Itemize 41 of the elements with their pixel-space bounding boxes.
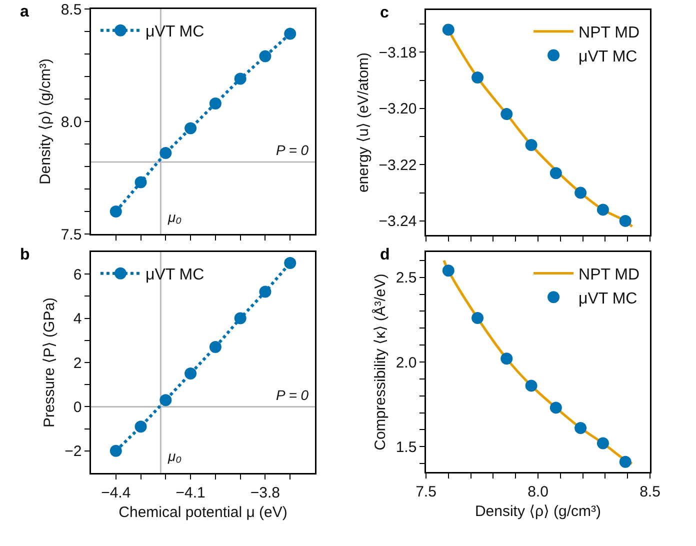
y-tick-label: −3.20 bbox=[378, 100, 417, 118]
chart-title: a bbox=[20, 4, 29, 21]
y-tick-label: 0 bbox=[73, 398, 82, 416]
x-axis-title: Chemical potential μ (eV) bbox=[118, 504, 288, 522]
x-tick-label: −4.4 bbox=[101, 484, 131, 502]
x-tick-label: −3.8 bbox=[250, 484, 280, 502]
y-axis-title: energy ⟨u⟩ (eV/atom) bbox=[355, 52, 372, 193]
y-tick-label: 8.0 bbox=[60, 114, 82, 131]
ref-line-label: μ₀ bbox=[167, 209, 182, 225]
y-tick-label: 2.0 bbox=[396, 354, 417, 372]
x-tick-label: −4.1 bbox=[176, 484, 206, 502]
legend-label: NPT MD bbox=[578, 24, 640, 42]
chart-title: b bbox=[20, 246, 30, 264]
y-axis-title: Pressure ⟨P⟩ (GPa) bbox=[40, 297, 58, 428]
legend-label: μVT MC bbox=[578, 48, 638, 66]
y-tick-label: −2 bbox=[64, 443, 82, 460]
annotation: P = 0 bbox=[276, 142, 309, 158]
y-tick-label: −3.24 bbox=[378, 213, 417, 230]
annotation: P = 0 bbox=[276, 387, 309, 403]
ref-line-label: μ₀ bbox=[167, 448, 182, 464]
chart-title: c bbox=[380, 4, 389, 22]
legend-label: NPT MD bbox=[578, 266, 640, 284]
y-tick-label: 8.5 bbox=[60, 1, 82, 18]
x-axis-title: Density ⟨ρ⟩ (g/cm³) bbox=[474, 503, 602, 520]
y-axis-title: Compressibility ⟨κ⟩ (Å³/eV) bbox=[371, 274, 390, 450]
y-axis-title: Density ⟨ρ⟩ (g/cm³) bbox=[37, 58, 54, 185]
y-tick-label: 1.5 bbox=[396, 438, 417, 456]
y-tick-label: 6 bbox=[73, 266, 82, 284]
x-tick-label: 8.0 bbox=[528, 483, 548, 500]
legend-label: μVT MC bbox=[145, 266, 204, 284]
legend-label: μVT MC bbox=[578, 290, 638, 308]
x-tick-label: 7.5 bbox=[416, 483, 436, 500]
y-tick-label: 2 bbox=[73, 354, 82, 372]
x-tick-label: 8.5 bbox=[640, 483, 660, 500]
y-tick-label: 4 bbox=[73, 310, 82, 328]
y-tick-label: −3.22 bbox=[378, 156, 417, 174]
chart-title: d bbox=[380, 246, 390, 264]
y-tick-label: 2.5 bbox=[396, 270, 417, 287]
legend-label: μVT MC bbox=[145, 24, 204, 41]
y-tick-label: −3.18 bbox=[378, 44, 417, 62]
y-tick-label: 7.5 bbox=[60, 226, 82, 244]
